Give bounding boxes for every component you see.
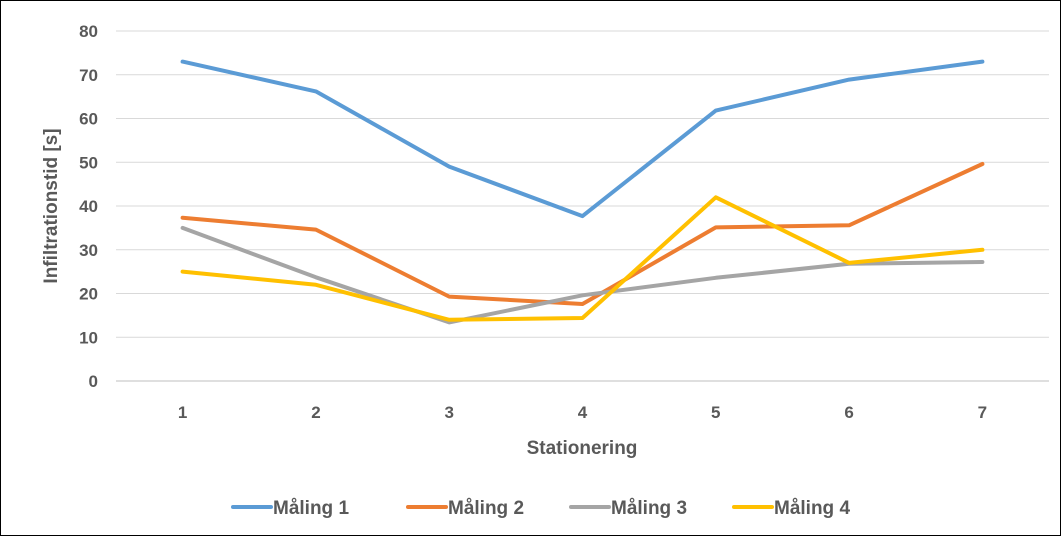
legend-label: Måling 4 bbox=[774, 498, 850, 519]
series-line-3 bbox=[180, 225, 985, 325]
legend-item-4: Måling 4 bbox=[732, 498, 850, 519]
legend-item-3: Måling 3 bbox=[569, 498, 687, 519]
series-line-4 bbox=[180, 195, 985, 322]
x-axis-ticks: 1 2 3 4 5 6 7 bbox=[178, 403, 987, 422]
legend-label: Måling 3 bbox=[611, 498, 687, 519]
series-line-2 bbox=[180, 162, 985, 306]
x-tick-label: 2 bbox=[311, 403, 320, 422]
y-axis-title: Infiltrationstid [s] bbox=[41, 128, 62, 283]
gridlines bbox=[116, 30, 1049, 382]
y-tick-label: 30 bbox=[79, 241, 98, 260]
x-tick-label: 7 bbox=[978, 403, 987, 422]
y-axis-ticks: 0 10 20 30 40 50 60 70 80 bbox=[79, 22, 98, 391]
legend-item-2: Måling 2 bbox=[406, 498, 524, 519]
series-lines bbox=[180, 59, 985, 325]
y-tick-label: 50 bbox=[79, 153, 98, 172]
legend-label: Måling 2 bbox=[448, 498, 524, 519]
x-tick-label: 3 bbox=[444, 403, 453, 422]
series-line-1 bbox=[180, 59, 985, 219]
x-tick-label: 6 bbox=[844, 403, 853, 422]
y-tick-label: 70 bbox=[79, 66, 98, 85]
y-tick-label: 80 bbox=[79, 22, 98, 41]
y-tick-label: 40 bbox=[79, 197, 98, 216]
x-axis-title: Stationering bbox=[527, 438, 638, 459]
y-tick-label: 10 bbox=[79, 328, 98, 347]
y-tick-label: 20 bbox=[79, 285, 98, 304]
x-tick-label: 1 bbox=[178, 403, 187, 422]
legend: Måling 1 Måling 2 Måling 3 Måling 4 bbox=[231, 498, 850, 519]
legend-label: Måling 1 bbox=[273, 498, 349, 519]
x-tick-label: 4 bbox=[578, 403, 588, 422]
y-tick-label: 60 bbox=[79, 110, 98, 129]
y-tick-label: 0 bbox=[89, 372, 98, 391]
legend-item-1: Måling 1 bbox=[231, 498, 349, 519]
x-tick-label: 5 bbox=[711, 403, 720, 422]
